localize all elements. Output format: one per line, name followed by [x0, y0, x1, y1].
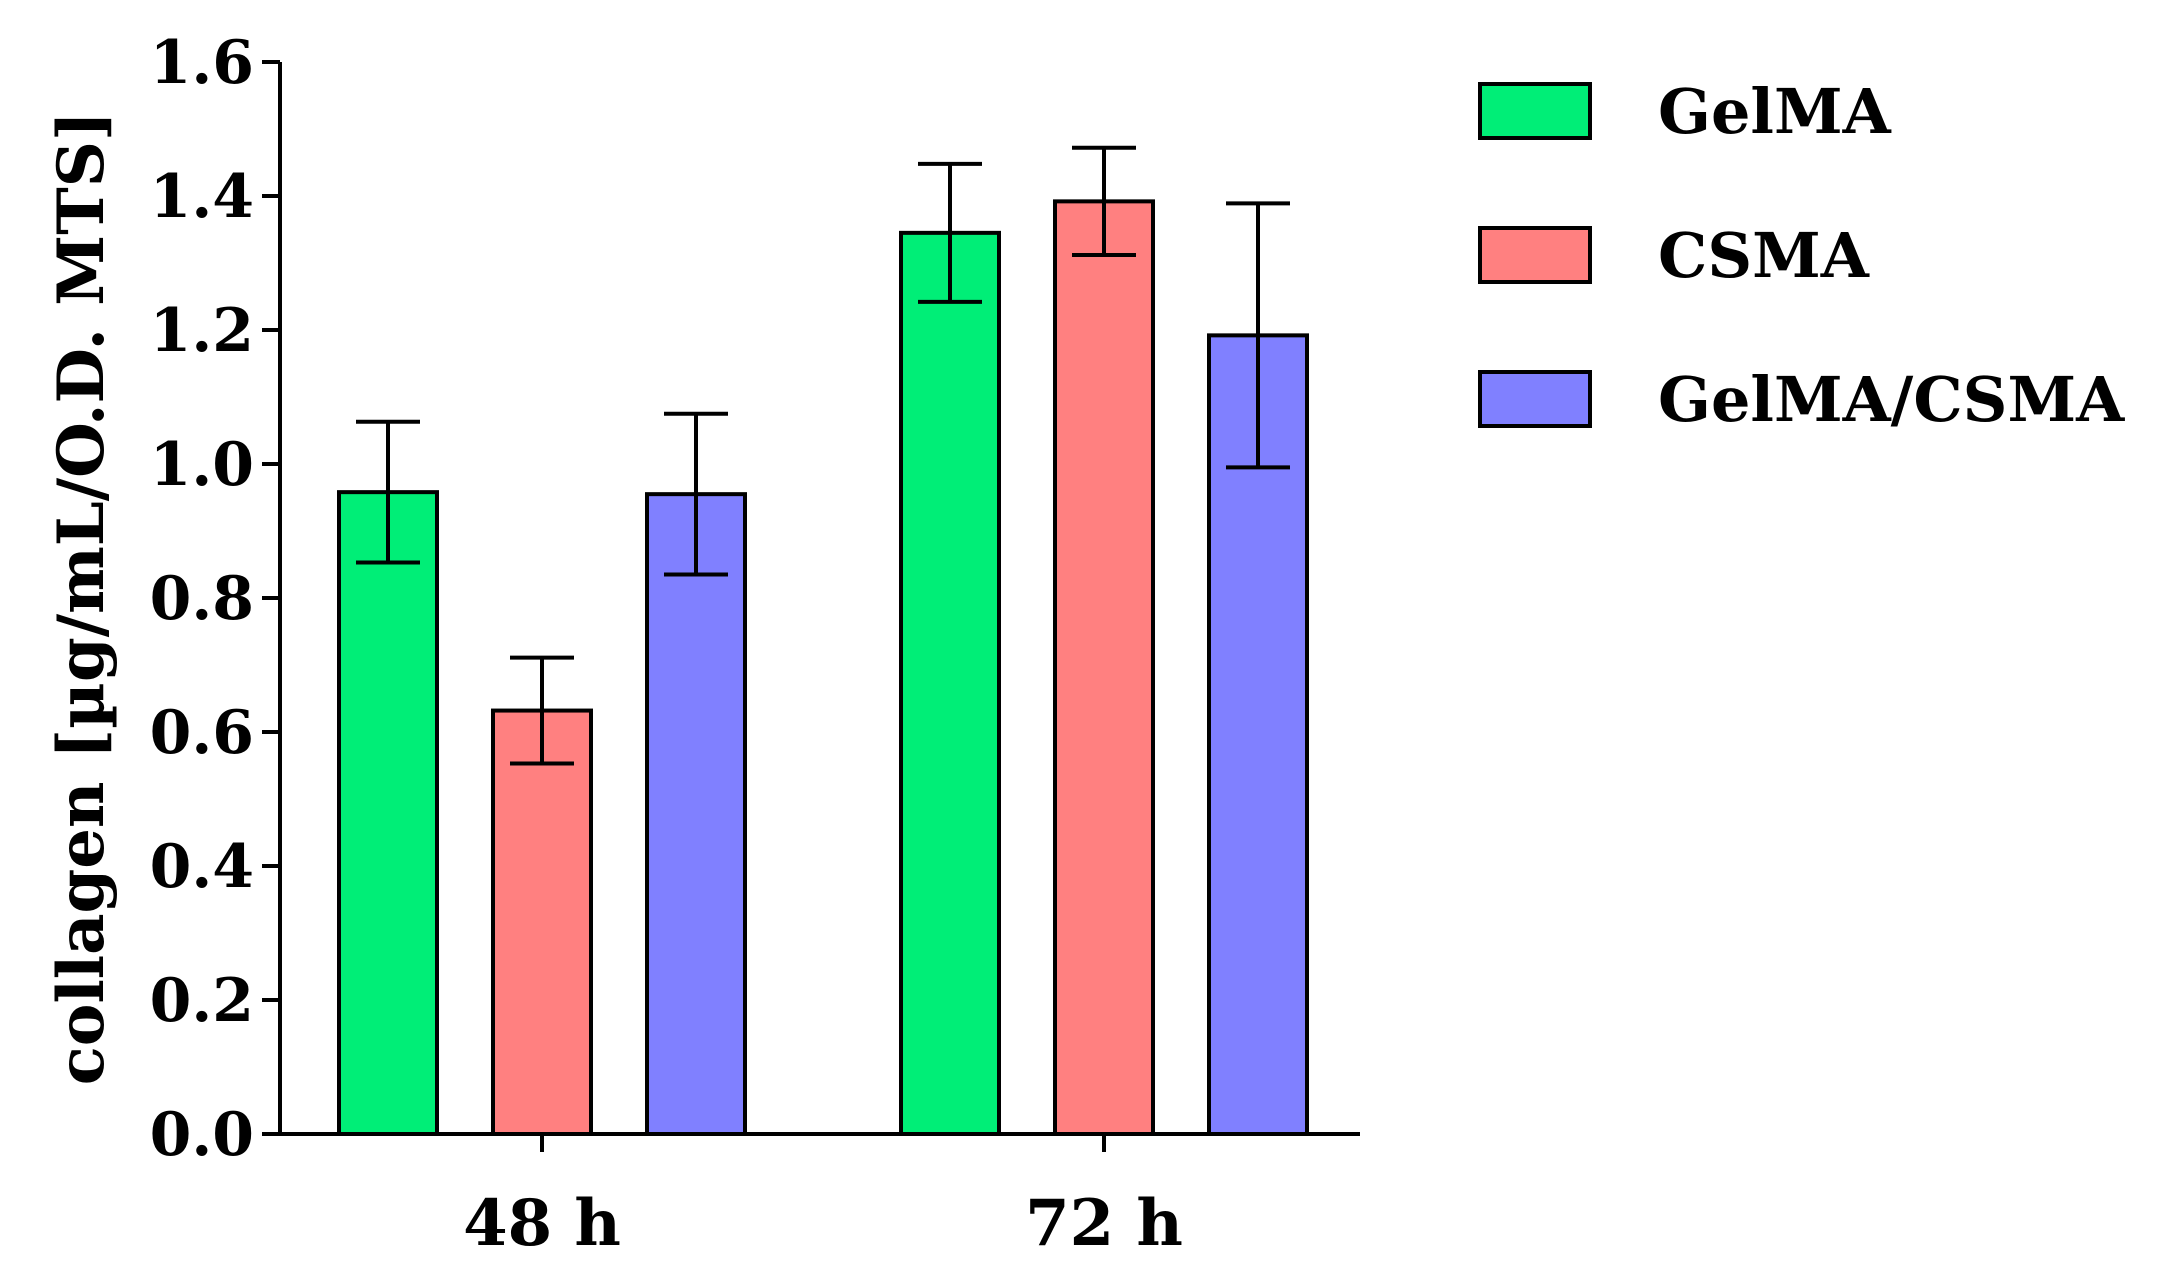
y-tick-label: 0.4: [150, 832, 254, 902]
legend-label: CSMA: [1658, 219, 1870, 292]
y-tick-label: 1.0: [150, 430, 254, 500]
x-tick-label: 48 h: [463, 1186, 621, 1261]
legend-item: GelMA: [1478, 75, 1892, 148]
bar-gelma-0: [337, 490, 439, 1136]
bar-gelma-csma-0: [645, 492, 747, 1136]
error-bar: [356, 419, 420, 565]
bar-gelma-1: [899, 230, 1001, 1137]
error-bar: [1072, 145, 1136, 257]
legend-item: CSMA: [1478, 219, 1870, 292]
error-bar: [510, 655, 574, 766]
y-tick-label: 0.8: [150, 564, 254, 634]
legend-swatch: [1478, 82, 1592, 140]
error-bars-layer: [356, 145, 1290, 766]
error-bar: [918, 161, 982, 304]
y-tick-label: 1.2: [150, 296, 254, 366]
bar-csma-1: [1053, 199, 1155, 1137]
legend-item: GelMA/CSMA: [1478, 363, 2125, 436]
axes-layer: [278, 62, 1360, 1136]
legend-swatch: [1478, 226, 1592, 284]
y-tick-label: 0.6: [150, 698, 254, 768]
y-tick-label: 0.2: [150, 966, 254, 1036]
legend: GelMA CSMA GelMA/CSMA: [1478, 75, 2125, 436]
legend-label: GelMA: [1658, 75, 1892, 148]
x-tick-label: 72 h: [1025, 1186, 1183, 1261]
legend-label: GelMA/CSMA: [1658, 363, 2125, 436]
error-bar: [1226, 201, 1290, 470]
y-tick-label: 0.0: [150, 1100, 254, 1170]
y-tick-label: 1.4: [150, 162, 254, 232]
bar-csma-0: [491, 708, 593, 1136]
x-ticks-layer: 48 h 72 h: [463, 1134, 1183, 1261]
y-tick-label: 1.6: [150, 28, 254, 98]
y-axis-title: collagen [µg/mL/O.D. MTS]: [44, 111, 119, 1085]
legend-swatch: [1478, 370, 1592, 428]
bars-layer: [337, 199, 1309, 1137]
y-ticks-layer: 0.0 0.2 0.4 0.6 0.8 1.0 1.2 1.4 1.6: [150, 28, 280, 1170]
error-bar: [664, 411, 728, 577]
